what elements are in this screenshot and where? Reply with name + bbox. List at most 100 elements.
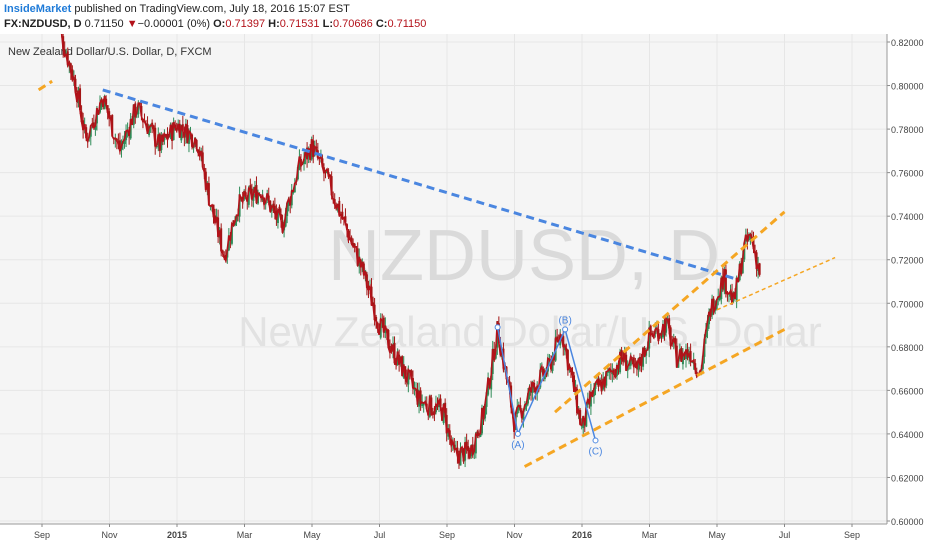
open-value: 0.71397 [225,18,266,30]
candle-body [479,433,482,437]
candle-body [718,296,721,301]
candle-body [674,337,677,344]
candle-body [735,277,738,303]
candle-body [137,103,140,115]
candle-body [103,96,106,110]
candle-body [286,202,289,217]
candle-body [562,336,565,348]
candle-body [418,390,421,407]
high-value: 0.71531 [279,18,320,30]
x-tick-label: May [303,530,321,540]
candle-body [442,403,445,424]
candle-body [410,370,413,377]
candle-body [706,321,709,332]
candle-body [134,103,137,118]
x-tick-label: Sep [844,530,860,540]
abc-wave-line[interactable] [496,327,597,441]
candle-body [582,416,585,429]
candle-body [303,159,306,164]
candle-body [743,242,746,260]
candle-body [638,356,641,365]
trendline-orange[interactable] [37,79,53,92]
candle-body [516,407,519,414]
abc-point[interactable] [592,437,599,444]
x-tick-label: 2015 [167,530,187,540]
candle-body [89,125,92,137]
candle-body [220,228,223,252]
candle-body [79,88,82,110]
candle-body [637,358,640,370]
candle-body [367,285,370,290]
candle-body [352,242,355,247]
candle-body [166,133,169,140]
x-tick-label: Nov [506,530,523,540]
last-price: 0.71150 [84,18,124,30]
candle-body [393,342,396,364]
candle-body [467,446,470,451]
candle-body [629,356,632,366]
trendline-orange[interactable] [523,328,786,468]
candle-body [344,216,347,223]
candle-body [249,185,252,191]
x-tick-label: Nov [101,530,118,540]
time-axis[interactable]: Sep Nov 2015 Mar May Jul Sep Nov 2016 Mar May Jul Se… [0,523,887,540]
candle-body [619,351,622,373]
candle-body [668,318,671,329]
x-tick-label: Mar [642,530,658,540]
candle-body [92,122,95,128]
candle-body [471,444,474,455]
trendline-blue[interactable] [102,88,738,281]
published-text: published on TradingView.com, July 18, 2… [74,3,350,15]
y-tick-label: 0.76000 [891,169,924,179]
price-axis[interactable]: 0.82000 0.80000 0.78000 0.76000 0.74000 0.720… [886,34,924,527]
low-value: 0.70686 [333,18,373,30]
down-arrow-icon: ▼ [126,18,138,30]
y-tick-label: 0.74000 [891,212,924,222]
candle-body [250,188,253,200]
trendline-orange[interactable] [554,210,786,414]
candle-body [680,348,683,362]
candle-body [681,353,684,365]
abc-point[interactable] [562,326,569,333]
candle-body [758,263,761,275]
candle-body [444,402,447,413]
y-tick-label: 0.60000 [891,517,924,527]
candle-body [387,330,390,348]
open-label: O: [213,18,226,30]
candle-body [379,319,382,338]
abc-label: (B) [558,315,571,326]
y-tick-label: 0.82000 [891,38,924,48]
candle-body [154,127,157,147]
candle-body [517,405,520,411]
high-label: H: [268,18,280,30]
candle-body [589,391,592,407]
candle-body [108,111,111,119]
abc-label: (C) [589,446,603,457]
candle-body [428,395,431,417]
close-label: C: [375,18,388,30]
abc-point[interactable] [514,430,521,437]
candle-body [273,205,276,214]
watermark-name: New Zealand Dollar/U.S. Dollar [238,308,822,355]
candle-body [148,127,151,136]
price-chart[interactable]: New Zealand Dollar/U.S. Dollar, D, FXCM … [0,34,932,550]
x-tick-label: Sep [439,530,455,540]
author-link[interactable]: InsideMarket [4,3,72,15]
candle-body [612,369,615,375]
x-tick-label: Mar [237,530,253,540]
candle-body [620,349,623,360]
candle-body [111,114,114,137]
candle-body [476,431,479,436]
abc-point[interactable] [494,324,501,331]
y-tick-label: 0.80000 [891,82,924,92]
x-tick-label: Jul [779,530,791,540]
x-tick-label: May [708,530,726,540]
candle-body [255,185,258,204]
candle-body [528,387,531,396]
publish-line: InsideMarket published on TradingView.co… [4,3,350,15]
trendline-orange[interactable] [716,256,836,311]
watermark-symbol: NZDUSD, D [328,216,720,296]
candle-body [525,403,528,407]
candle-body [551,356,554,371]
candle-body [421,402,424,407]
